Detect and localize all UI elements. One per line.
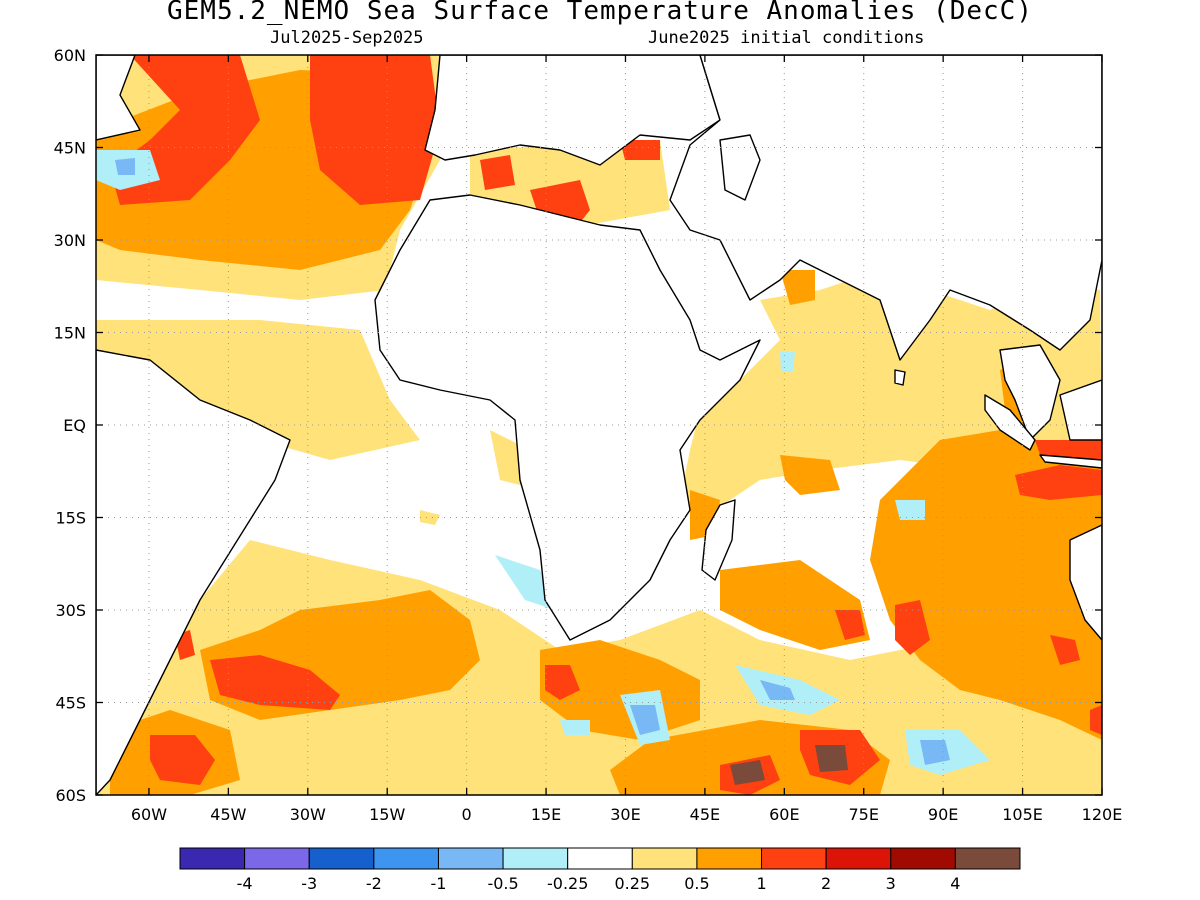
sri-lanka-landmass	[894, 369, 906, 386]
colorbar-swatch	[179, 847, 246, 870]
lat-tick-label: 45S	[55, 694, 86, 713]
colorbar-label: 0.5	[684, 874, 709, 893]
anomaly-region	[780, 270, 815, 305]
colorbar-label: -4	[237, 874, 253, 893]
madagascar-landmass	[701, 499, 736, 581]
lat-tick-label: 30S	[55, 601, 86, 620]
java-landmass	[1039, 454, 1102, 469]
anomaly-region	[480, 155, 515, 190]
colorbar-swatch	[696, 847, 763, 870]
indochina-landmass	[999, 344, 1061, 441]
anomaly-region	[835, 610, 865, 640]
anomaly-region	[815, 745, 848, 772]
south-america-landmass	[96, 349, 291, 795]
colorbar-swatch	[244, 847, 310, 870]
colorbar-label: 3	[886, 874, 896, 893]
anomaly-region	[630, 705, 660, 735]
colorbar-label: -0.25	[547, 874, 588, 893]
forecast-period: Jul2025-Sep2025	[270, 28, 424, 48]
colorbar-label: -2	[366, 874, 382, 893]
coastlines	[96, 55, 1102, 795]
chart-title: GEM5.2_NEMO Sea Surface Temperature Anom…	[167, 0, 1033, 26]
anomaly-region	[1015, 465, 1102, 500]
colorbar-swatch	[761, 847, 827, 870]
colorbar-label: 4	[950, 874, 960, 893]
colorbar-label: 1	[756, 874, 766, 893]
lon-tick-label: 30E	[610, 805, 640, 824]
lon-tick-label: 15E	[531, 805, 561, 824]
lat-tick-label: 60S	[55, 786, 86, 805]
north-america-landmass	[96, 55, 141, 141]
anomaly-region	[310, 55, 440, 205]
anomaly-region	[870, 430, 1102, 740]
lon-tick-label: 0	[462, 805, 472, 824]
anomaly-region	[620, 140, 660, 160]
africa-landmass	[374, 194, 761, 641]
lat-tick-label: EQ	[63, 416, 86, 435]
lon-tick-label: 60E	[769, 805, 799, 824]
anomaly-region	[96, 320, 420, 460]
lon-tick-label: 45W	[210, 805, 246, 824]
lon-tick-label: 120E	[1082, 805, 1123, 824]
color-bar: -4 -3 -2 -1 -0.5 -0.25 0.25 0.5 1 2 3 4	[179, 847, 1021, 893]
anomaly-region	[150, 735, 215, 785]
anomaly-region	[895, 500, 925, 520]
colorbar-label: -1	[430, 874, 446, 893]
colorbar-label: 0.25	[614, 874, 650, 893]
anomaly-region	[780, 352, 795, 372]
colorbar-swatch	[308, 847, 375, 870]
anomaly-region	[1050, 635, 1080, 665]
lon-tick-label: 30W	[290, 805, 326, 824]
lon-tick-label: 15W	[369, 805, 405, 824]
colorbar-swatch	[502, 847, 569, 870]
anomaly-region	[780, 455, 840, 495]
sumatra-landmass	[984, 394, 1036, 451]
anomaly-region	[115, 158, 135, 175]
colorbar-swatch	[631, 847, 698, 870]
anomaly-region	[210, 655, 340, 710]
lat-tick-label: 15N	[54, 324, 86, 343]
lat-tick-label: 30N	[54, 231, 86, 250]
colorbar-swatch	[890, 847, 956, 870]
lon-tick-label: 75E	[849, 805, 879, 824]
colorbar-label: 2	[821, 874, 831, 893]
lon-tick-label: 90E	[928, 805, 958, 824]
anomaly-region	[420, 510, 440, 525]
colorbar-swatch	[954, 847, 1021, 870]
anomaly-region	[1090, 705, 1102, 735]
anomaly-region	[920, 740, 950, 765]
initial-conditions: June2025 initial conditions	[648, 28, 925, 48]
lon-tick-label: 105E	[1002, 805, 1043, 824]
colorbar-label: -0.5	[487, 874, 518, 893]
lon-tick-label: 60W	[131, 805, 167, 824]
anomaly-region	[730, 760, 765, 785]
lon-tick-label: 45E	[690, 805, 720, 824]
anomaly-region	[495, 555, 555, 610]
anomaly-region	[895, 600, 930, 655]
anomaly-region	[720, 560, 870, 650]
lat-tick-label: 60N	[54, 46, 86, 65]
anomaly-region	[545, 665, 580, 700]
colorbar-swatch	[437, 847, 504, 870]
caspian-sea	[719, 134, 761, 201]
axis-ticks: 60N 45N 30N 15N EQ 15S 30S 45S 60S 60W 45W 30W 15W 0 1…	[54, 46, 1123, 824]
lat-tick-label: 45N	[54, 139, 86, 158]
anomaly-region	[760, 680, 795, 700]
colorbar-swatch	[567, 847, 633, 870]
colorbar-swatch	[825, 847, 892, 870]
anomaly-region	[560, 720, 590, 735]
lat-tick-label: 15S	[55, 509, 86, 528]
anomaly-region	[1035, 440, 1102, 460]
asia-landmass	[669, 55, 1102, 361]
anomaly-fill	[96, 55, 1102, 795]
colorbar-swatch	[373, 847, 439, 870]
australia-landmass	[1069, 524, 1102, 641]
colorbar-label: -3	[301, 874, 317, 893]
borneo-landmass	[1059, 379, 1102, 441]
